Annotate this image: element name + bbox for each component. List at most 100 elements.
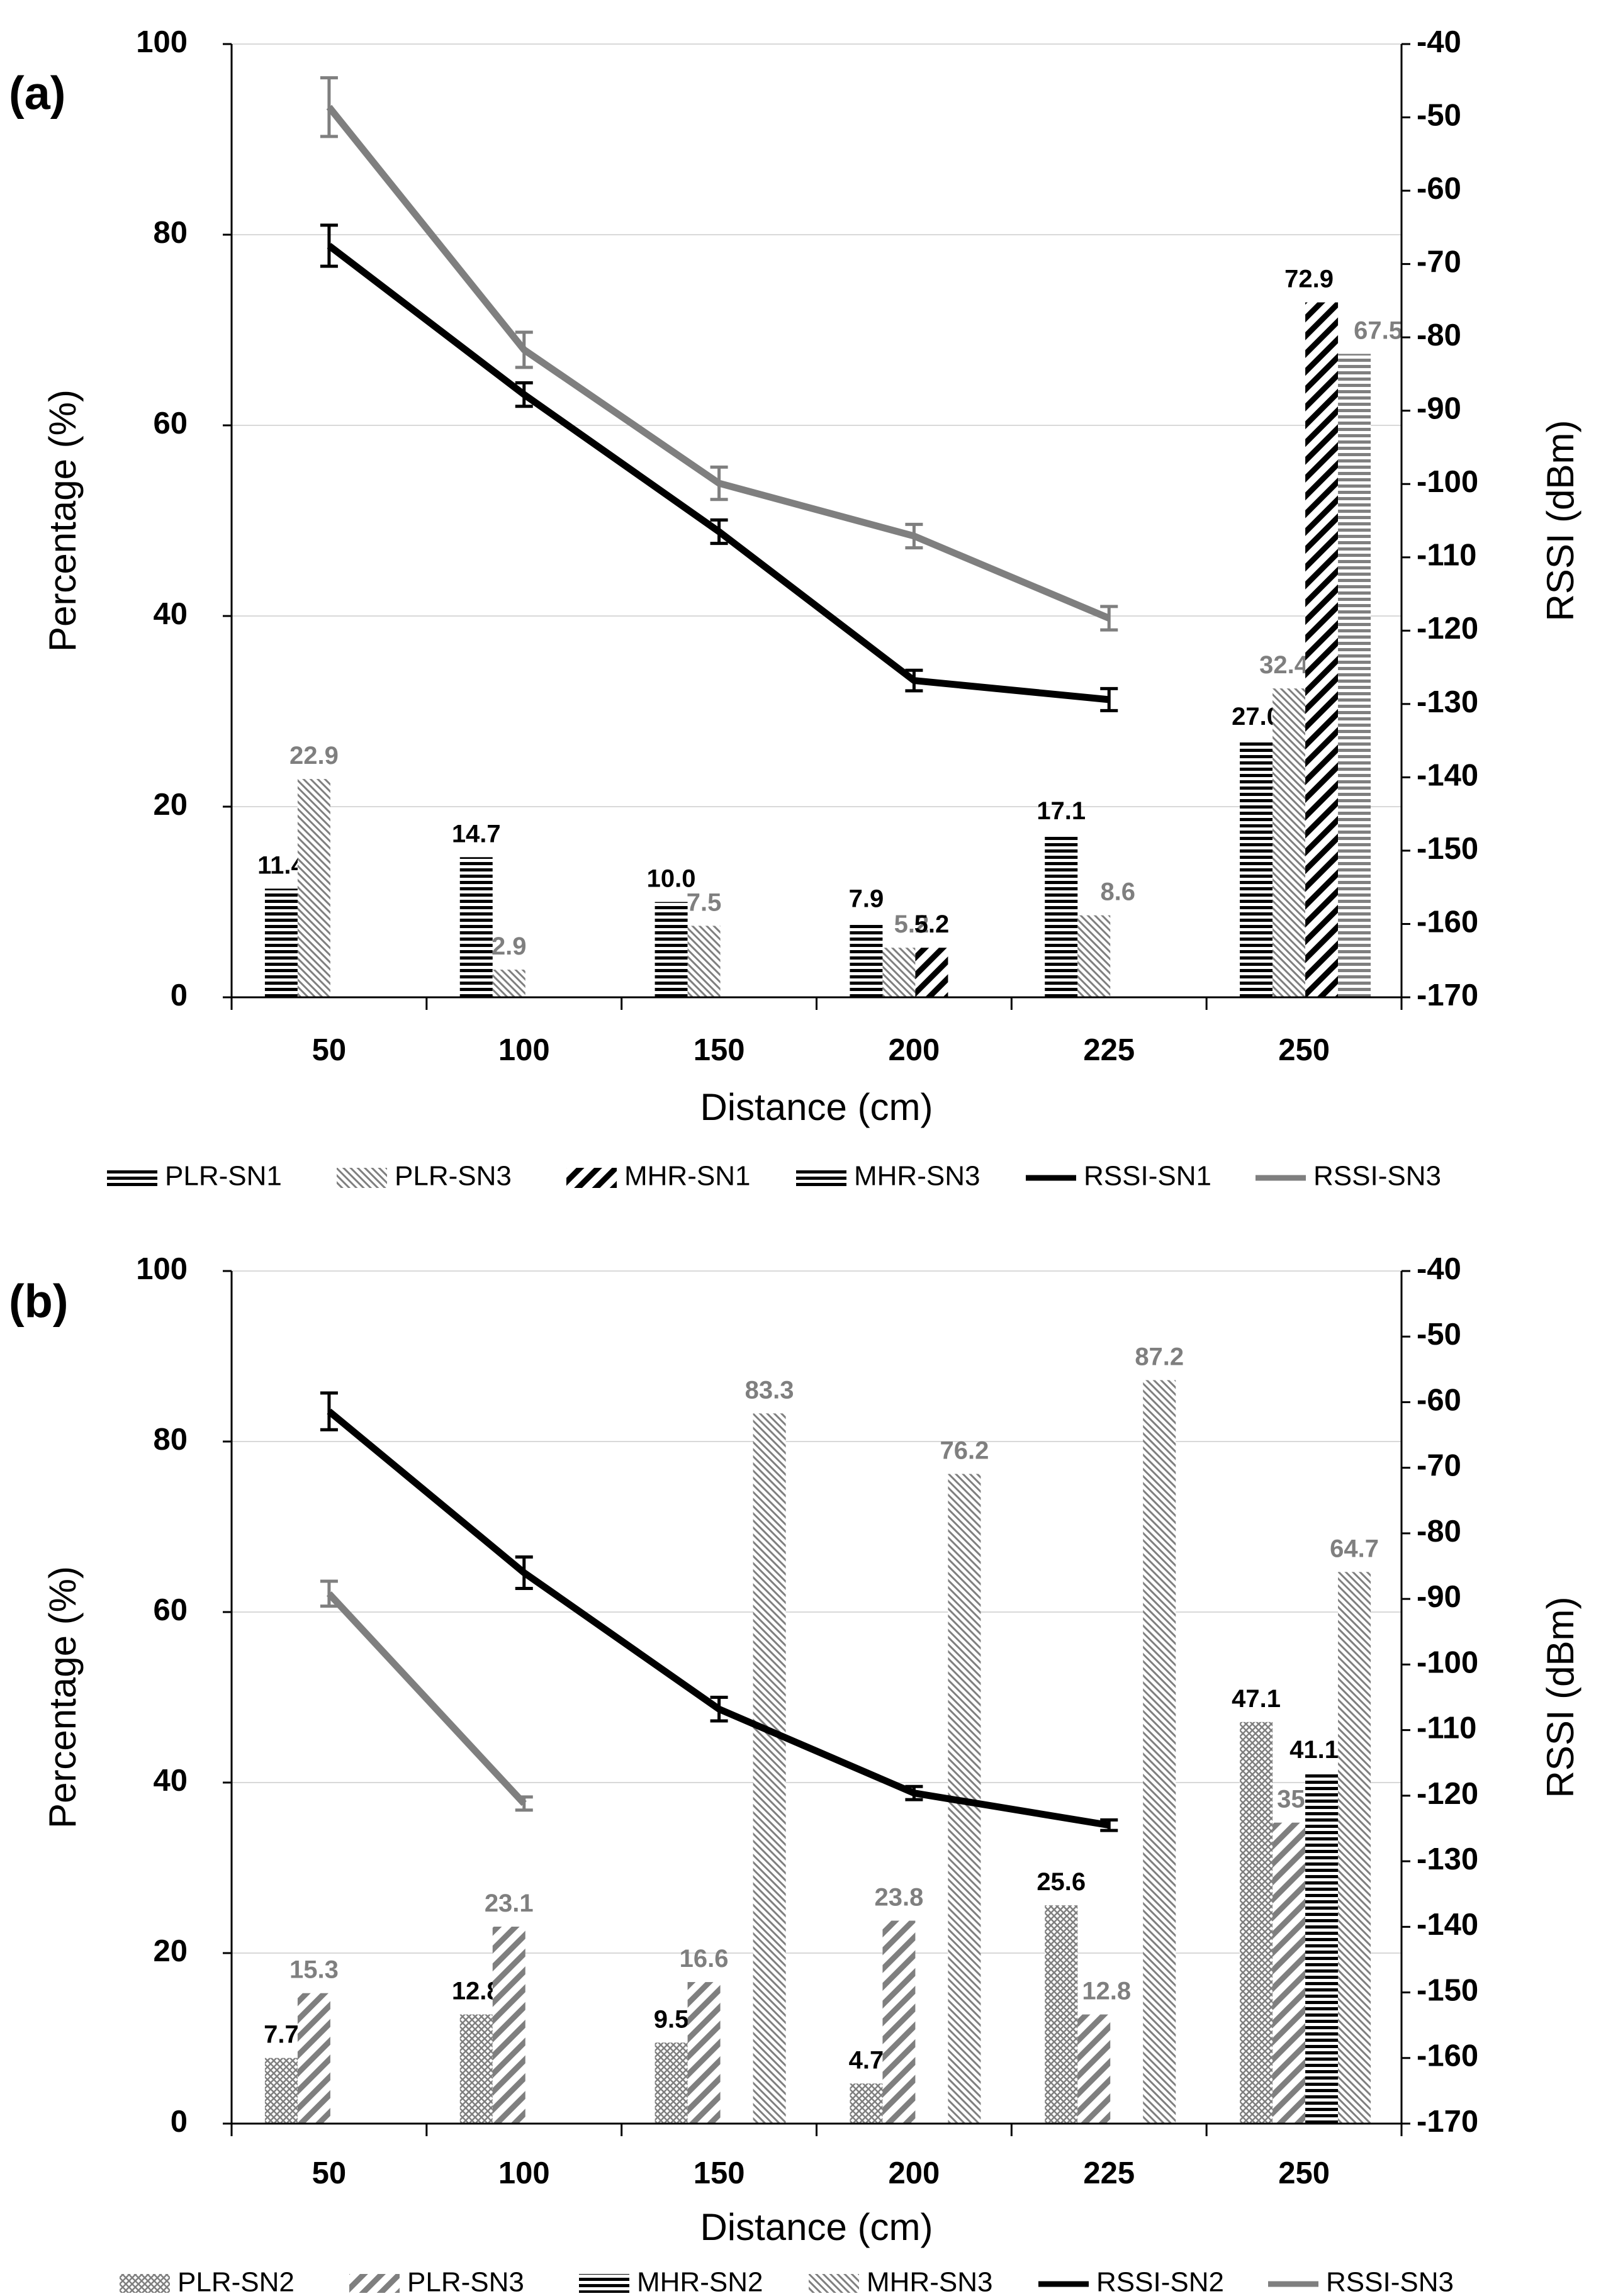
y-tick-label: 0 [171,2105,188,2139]
bar-label-plr-sn2: 12.8 [452,1978,501,2005]
legend-label: PLR-SN3 [407,2267,524,2293]
x-axis-title: Distance (cm) [700,2206,933,2248]
bar-label-plr-sn1: 11.4 [257,851,305,879]
legend-label: PLR-SN3 [395,1161,512,1192]
bar-plr-sn1 [1240,739,1273,997]
legend-swatch [337,1168,387,1188]
y-axis-title: Percentage (%) [42,1566,84,1828]
legend-swatch [579,2274,629,2294]
bar-label-plr-sn3: 2.9 [492,932,527,960]
y-tick-label: 100 [136,1252,188,1286]
bar-plr-sn1 [459,857,493,997]
bar-label-plr-sn3: 15.3 [289,1956,339,1984]
legend-label: RSSI-SN3 [1313,1161,1441,1192]
bar-label-plr-sn3: 8.6 [1100,878,1135,906]
bar-mhr-sn3 [1338,1572,1371,2124]
bar-plr-sn1 [655,902,688,997]
y-tick-label: 60 [153,1593,188,1627]
y-tick-label: 0 [171,978,188,1012]
y2-tick-label: -140 [1417,758,1478,792]
bar-label-plr-sn3: 32.4 [1259,651,1309,679]
bar-mhr-sn3 [753,1413,786,2124]
y2-tick-label: -170 [1417,978,1478,1012]
legend-label: MHR-SN3 [867,2267,992,2293]
bar-label-plr-sn3: 23.8 [874,1884,923,1912]
x-tick-label: 150 [694,2156,745,2190]
bar-label-plr-sn1: 17.1 [1037,797,1086,825]
legend-item-plr-sn1: PLR-SN1 [107,1161,282,1192]
bar-plr-sn3 [687,926,721,997]
bar-plr-sn3 [1272,1822,1306,2124]
y2-tick-label: -160 [1417,905,1478,939]
bar-label-mhr-sn3: 83.3 [745,1376,794,1404]
y2-tick-label: -70 [1417,245,1461,279]
y-tick-label: 100 [136,25,188,59]
bar-label-plr-sn1: 10.0 [647,865,696,893]
bar-plr-sn3 [1077,2014,1111,2124]
y2-tick-label: -120 [1417,612,1478,646]
legend-item-mhr-sn3: MHR-SN3 [809,2267,992,2296]
y2-tick-label: -160 [1417,2039,1478,2073]
y2-tick-label: -110 [1417,1711,1476,1745]
bar-label-mhr-sn1: 72.9 [1284,266,1334,293]
legend-item-plr-sn3: PLR-SN3 [349,2267,524,2296]
bar-label-plr-sn1: 14.7 [452,820,501,848]
legend-swatch [566,1168,617,1188]
rssi-line-rssi-sn3 [326,1591,527,1806]
x-tick-label: 200 [889,2156,940,2190]
legend-swatch [796,1168,846,1188]
bar-label-plr-sn2: 4.7 [849,2046,884,2074]
chart-panel-b: (b) 0 20 40 60 80 100 -40 -50 -60 -70 -80 -90 -100 -11… [9,1252,1581,2296]
y-tick-label: 60 [153,406,188,440]
bar-label-plr-sn2: 7.7 [264,2021,299,2049]
legend-label: PLR-SN2 [177,2267,295,2293]
bar-label-plr-sn1: 7.9 [849,885,884,912]
bar-plr-sn3 [1272,688,1306,997]
x-tick-label: 200 [889,1033,940,1067]
bar-label-plr-sn3: 22.9 [289,742,339,770]
bar-plr-sn3 [297,779,330,997]
legend-swatch [107,1168,157,1188]
legend-item-mhr-sn3: MHR-SN3 [796,1161,980,1192]
y2-tick-label: -140 [1417,1908,1478,1942]
bar-label-plr-sn2: 47.1 [1232,1685,1281,1713]
y2-tick-label: -130 [1417,685,1478,719]
bar-plr-sn3 [882,948,916,997]
legend-item-plr-sn2: PLR-SN2 [120,2267,295,2296]
y2-tick-label: -110 [1417,539,1476,573]
bar-label-mhr-sn3: 76.2 [940,1436,989,1464]
bar-plr-sn1 [850,922,883,997]
bar-plr-sn3 [1077,915,1111,997]
bar-label-plr-sn1: 27.0 [1232,703,1281,731]
y2-tick-label: -150 [1417,1973,1478,2007]
bar-plr-sn1 [1045,834,1078,997]
x-tick-label: 50 [312,1033,347,1067]
legend-label: MHR-SN2 [637,2267,763,2293]
legend-item-plr-sn3: PLR-SN3 [337,1161,512,1192]
legend-label: RSSI-SN2 [1096,2267,1224,2293]
legend-label: PLR-SN1 [165,1161,282,1192]
panel-label: (a) [9,67,65,120]
bar-plr-sn3 [882,1920,916,2124]
y2-tick-label: -70 [1417,1449,1461,1483]
y2-tick-label: -80 [1417,1515,1461,1548]
bar-plr-sn2 [1240,1722,1273,2124]
x-tick-label: 50 [312,2156,347,2190]
legend-label: RSSI-SN1 [1084,1161,1211,1192]
bar-mhr-sn3 [1143,1380,1176,2124]
legend-label: RSSI-SN3 [1326,2267,1454,2293]
legend-swatch [120,2274,170,2294]
x-tick-label: 100 [498,1033,550,1067]
bar-plr-sn2 [264,2058,298,2124]
bar-label-mhr-sn1: 5.2 [914,910,950,938]
legend-item-mhr-sn1: MHR-SN1 [566,1161,750,1192]
bar-plr-sn2 [1045,1905,1078,2124]
legend-item-mhr-sn2: MHR-SN2 [579,2267,763,2296]
bar-label-plr-sn2: 25.6 [1037,1868,1086,1896]
legend-item-rssi-sn3: RSSI-SN3 [1256,1161,1441,1192]
bar-label-plr-sn2: 9.5 [654,2005,689,2033]
y2-tick-label: -60 [1417,1383,1461,1417]
legend-label: MHR-SN1 [624,1161,750,1192]
y2-tick-label: -100 [1417,1645,1478,1679]
x-tick-label: 225 [1083,2156,1135,2190]
